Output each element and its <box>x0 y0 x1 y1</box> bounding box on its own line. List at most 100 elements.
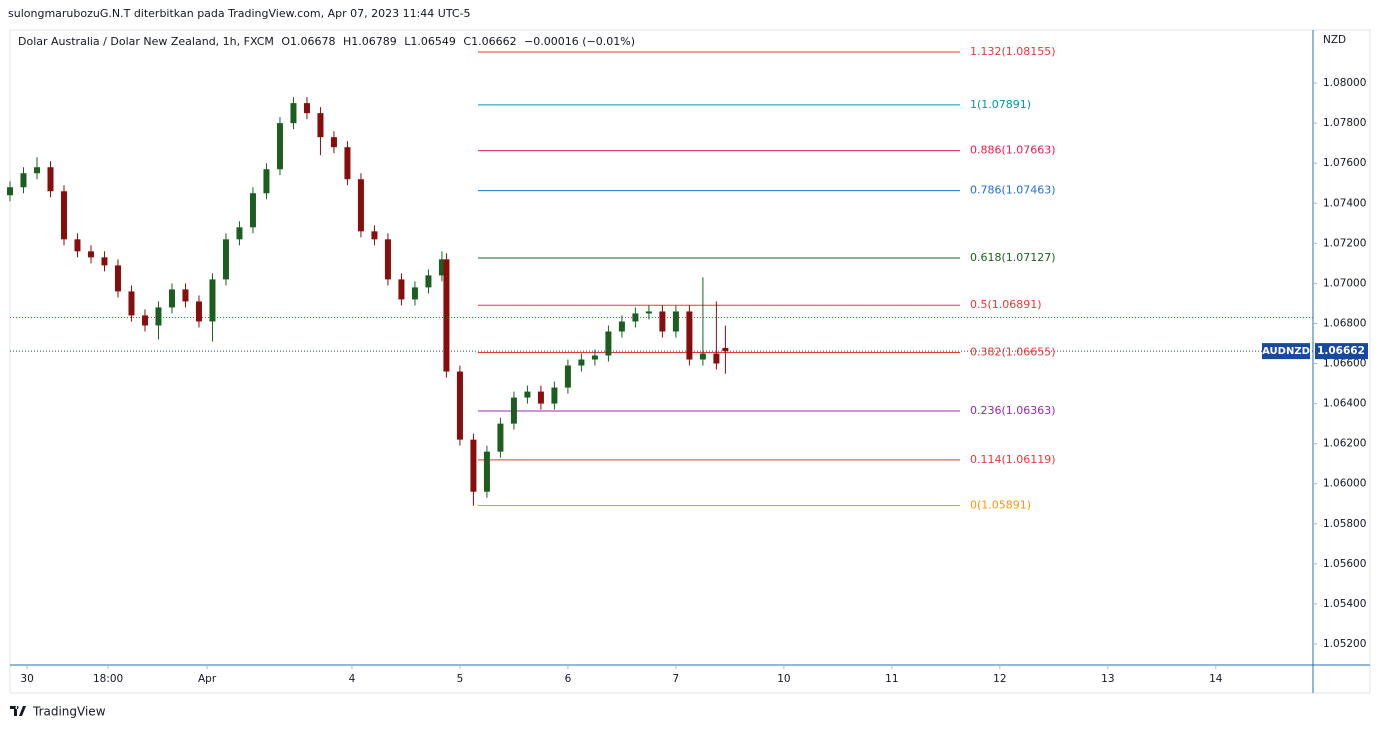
candle-body <box>60 191 67 240</box>
fib-label: 0.618(1.07127) <box>970 251 1056 264</box>
footer-brand: TradingView <box>32 705 106 719</box>
candle-body <box>101 257 108 266</box>
y-tick-label: 1.05400 <box>1323 598 1366 610</box>
candle-body <box>195 301 202 322</box>
candle-body <box>470 439 477 492</box>
candle-body <box>303 103 310 114</box>
fib-label: 1.132(1.08155) <box>970 45 1056 58</box>
fib-label: 1(1.07891) <box>970 98 1031 111</box>
candle-body <box>443 259 450 372</box>
y-tick-label: 1.06800 <box>1323 317 1366 329</box>
candle-body <box>330 137 337 148</box>
candle-body <box>371 231 378 240</box>
x-tick-label: 7 <box>673 673 680 685</box>
candle-body <box>713 353 720 364</box>
y-tick-label: 1.07200 <box>1323 237 1366 249</box>
candle-body <box>659 311 666 332</box>
candle-body <box>537 391 544 404</box>
x-tick-label: 13 <box>1101 673 1114 685</box>
logo-mark <box>10 706 26 716</box>
candle-body <box>384 239 391 280</box>
candle-body <box>411 287 418 300</box>
candle-body <box>20 173 27 188</box>
price-unit: NZD <box>1323 34 1346 46</box>
candle-body <box>483 451 490 492</box>
candle-body <box>236 227 243 240</box>
legend: Dolar Australia / Dolar New Zealand, 1h,… <box>18 35 635 48</box>
candle-body <box>222 239 229 280</box>
candle-body <box>618 321 625 332</box>
candle-body <box>672 311 679 332</box>
y-tick-label: 1.07800 <box>1323 117 1366 129</box>
y-tick-label: 1.05600 <box>1323 558 1366 570</box>
candle-body <box>645 311 652 314</box>
price-tag: 1.06662 <box>1317 345 1365 357</box>
ohlc-open: O1.06678 <box>281 35 335 48</box>
candle-body <box>438 259 445 276</box>
candle-body <box>87 251 94 258</box>
candle-body <box>425 275 432 288</box>
x-tick-label: 6 <box>565 673 572 685</box>
fib-label: 0.236(1.06363) <box>970 404 1056 417</box>
x-tick-label: 4 <box>349 673 356 685</box>
fib-label: 0(1.05891) <box>970 499 1031 512</box>
candle-body <box>344 147 351 180</box>
candle-body <box>249 193 256 228</box>
candle-body <box>398 279 405 300</box>
candle-body <box>263 169 270 194</box>
candle-body <box>699 353 706 360</box>
ohlc-high: H1.06789 <box>343 35 397 48</box>
fib-label: 0.786(1.07463) <box>970 184 1056 197</box>
x-tick-label: 14 <box>1209 673 1223 685</box>
candle-body <box>591 355 598 360</box>
candle-body <box>114 265 121 292</box>
candle-body <box>317 113 324 138</box>
candle-body <box>141 315 148 326</box>
candle-body <box>128 291 135 316</box>
x-tick-label: 30 <box>20 673 33 685</box>
ohlc-low: L1.06549 <box>404 35 456 48</box>
candle-body <box>524 391 531 398</box>
symbol-title: Dolar Australia / Dolar New Zealand, 1h,… <box>18 35 274 48</box>
x-tick-label: 5 <box>457 673 464 685</box>
x-tick-label: 11 <box>885 673 898 685</box>
candle-body <box>168 289 175 308</box>
candle-body <box>33 167 40 174</box>
fib-label: 0.114(1.06119) <box>970 453 1056 466</box>
candle-body <box>456 371 463 440</box>
fib-label: 0.886(1.07663) <box>970 144 1056 157</box>
candle-body <box>290 103 297 124</box>
symbol-tag-box <box>1262 343 1310 360</box>
ohlc-close: C1.06662 <box>463 35 516 48</box>
fib-label: 0.5(1.06891) <box>970 298 1042 311</box>
symbol-tag: AUDNZD <box>1262 346 1310 357</box>
x-tick-label: Apr <box>198 673 217 685</box>
candle-body <box>7 187 13 196</box>
candle-body <box>182 289 189 302</box>
candle-body <box>632 313 639 322</box>
y-tick-label: 1.06000 <box>1323 478 1366 490</box>
candle-body <box>686 311 693 360</box>
x-tick-label: 18:00 <box>93 673 123 685</box>
candle-body <box>209 279 216 322</box>
candle-body <box>74 239 81 252</box>
y-tick-label: 1.07600 <box>1323 157 1366 169</box>
chart-frame <box>9 29 1371 694</box>
candle-body <box>276 123 283 170</box>
candle-body <box>47 167 54 192</box>
candle-body <box>510 397 517 424</box>
y-tick-label: 1.05800 <box>1323 518 1366 530</box>
candle-body <box>155 307 162 326</box>
tradingview-logo: TradingView <box>10 705 106 719</box>
y-tick-label: 1.06400 <box>1323 398 1366 410</box>
candle-body <box>605 331 612 356</box>
ohlc-change: −0.00016 (−0.01%) <box>524 35 635 48</box>
candle-body <box>564 365 571 388</box>
x-tick-label: 10 <box>777 673 790 685</box>
candle-body <box>497 423 504 452</box>
price-tag-box <box>1315 343 1368 360</box>
candle-body <box>578 359 585 366</box>
y-tick-label: 1.06600 <box>1323 358 1366 370</box>
candle-body <box>551 387 558 404</box>
